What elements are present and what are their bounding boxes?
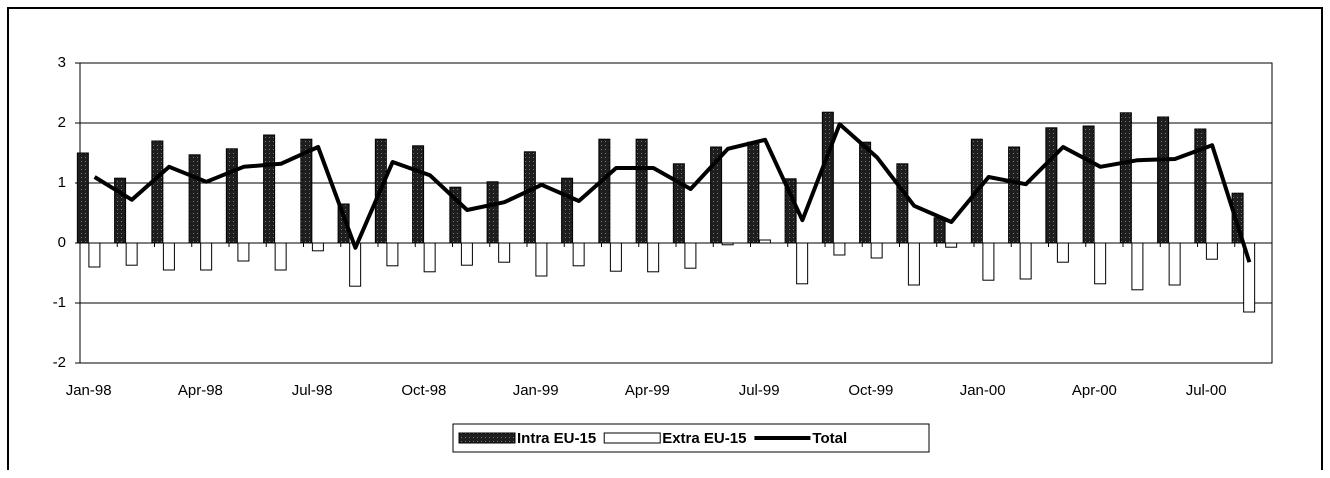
bar (821, 111, 834, 244)
x-tick-label: Jan-99 (513, 382, 559, 399)
bar (945, 242, 958, 248)
bar (523, 151, 536, 244)
bar (1131, 242, 1144, 291)
y-tick-label: 1 (58, 174, 66, 191)
bar (225, 148, 238, 244)
y-tick-label: -2 (53, 354, 66, 371)
frame (7, 7, 1323, 470)
bar (635, 138, 648, 244)
x-tick-label: Oct-99 (848, 382, 893, 399)
bar (125, 242, 138, 266)
bar (672, 163, 685, 244)
bar (747, 141, 760, 244)
bar (647, 242, 660, 273)
bar (486, 181, 499, 244)
bar (982, 242, 995, 281)
legend-swatch (603, 432, 661, 444)
x-tick-label: Oct-98 (401, 382, 446, 399)
bar (1094, 242, 1107, 285)
bar (449, 186, 462, 244)
bar (274, 242, 287, 271)
bar (460, 242, 473, 266)
y-tick-label: 2 (58, 114, 66, 131)
y-tick-label: 3 (58, 54, 66, 71)
bar (386, 242, 399, 267)
x-tick-label: Jul-98 (292, 382, 333, 399)
bar (188, 154, 201, 244)
bar (151, 140, 164, 244)
bar (859, 141, 872, 244)
legend-label: Total (812, 430, 847, 447)
bar (88, 242, 101, 268)
x-tick-label: Jul-99 (739, 382, 780, 399)
bar (1231, 192, 1244, 244)
bar (684, 242, 697, 269)
x-tick-label: Jul-00 (1186, 382, 1227, 399)
bar (1168, 242, 1181, 286)
bar (598, 138, 611, 244)
bar (721, 242, 734, 246)
bar (1243, 242, 1256, 313)
bar (498, 242, 511, 263)
bar (1056, 242, 1069, 263)
line-series (93, 122, 1252, 263)
bar (1119, 112, 1132, 244)
legend-label: Intra EU-15 (517, 430, 596, 447)
bar (311, 242, 324, 252)
bar (535, 242, 548, 277)
bar (561, 177, 574, 244)
bar (907, 242, 920, 286)
x-tick-label: Jan-98 (66, 382, 112, 399)
y-tick-label: -1 (53, 294, 66, 311)
bar (76, 152, 89, 244)
bar (1194, 128, 1207, 244)
bar (870, 242, 883, 259)
bar (609, 242, 622, 272)
bar (337, 203, 350, 244)
bar (896, 163, 909, 244)
bar (200, 242, 213, 271)
bar (300, 138, 313, 244)
bar (1157, 116, 1170, 244)
bar (263, 134, 276, 244)
bar (933, 217, 946, 244)
bar (114, 177, 127, 244)
bar (1082, 125, 1095, 244)
bar (412, 145, 425, 244)
x-tick-label: Apr-99 (625, 382, 670, 399)
bar (1019, 242, 1032, 280)
legend-swatch (458, 432, 516, 444)
x-tick-label: Apr-98 (178, 382, 223, 399)
bar (796, 242, 809, 285)
bar (710, 146, 723, 244)
bar (237, 242, 250, 262)
legend-box (452, 423, 930, 453)
legend-label: Extra EU-15 (662, 430, 746, 447)
bar (572, 242, 585, 267)
bar (1205, 242, 1218, 260)
x-tick-label: Jan-00 (960, 382, 1006, 399)
bar (1045, 127, 1058, 244)
x-tick-label: Apr-00 (1072, 382, 1117, 399)
bar (833, 242, 846, 256)
bar (758, 239, 771, 244)
y-tick-label: 0 (58, 234, 66, 251)
bar (423, 242, 436, 273)
bar (1008, 146, 1021, 244)
bar (162, 242, 175, 271)
